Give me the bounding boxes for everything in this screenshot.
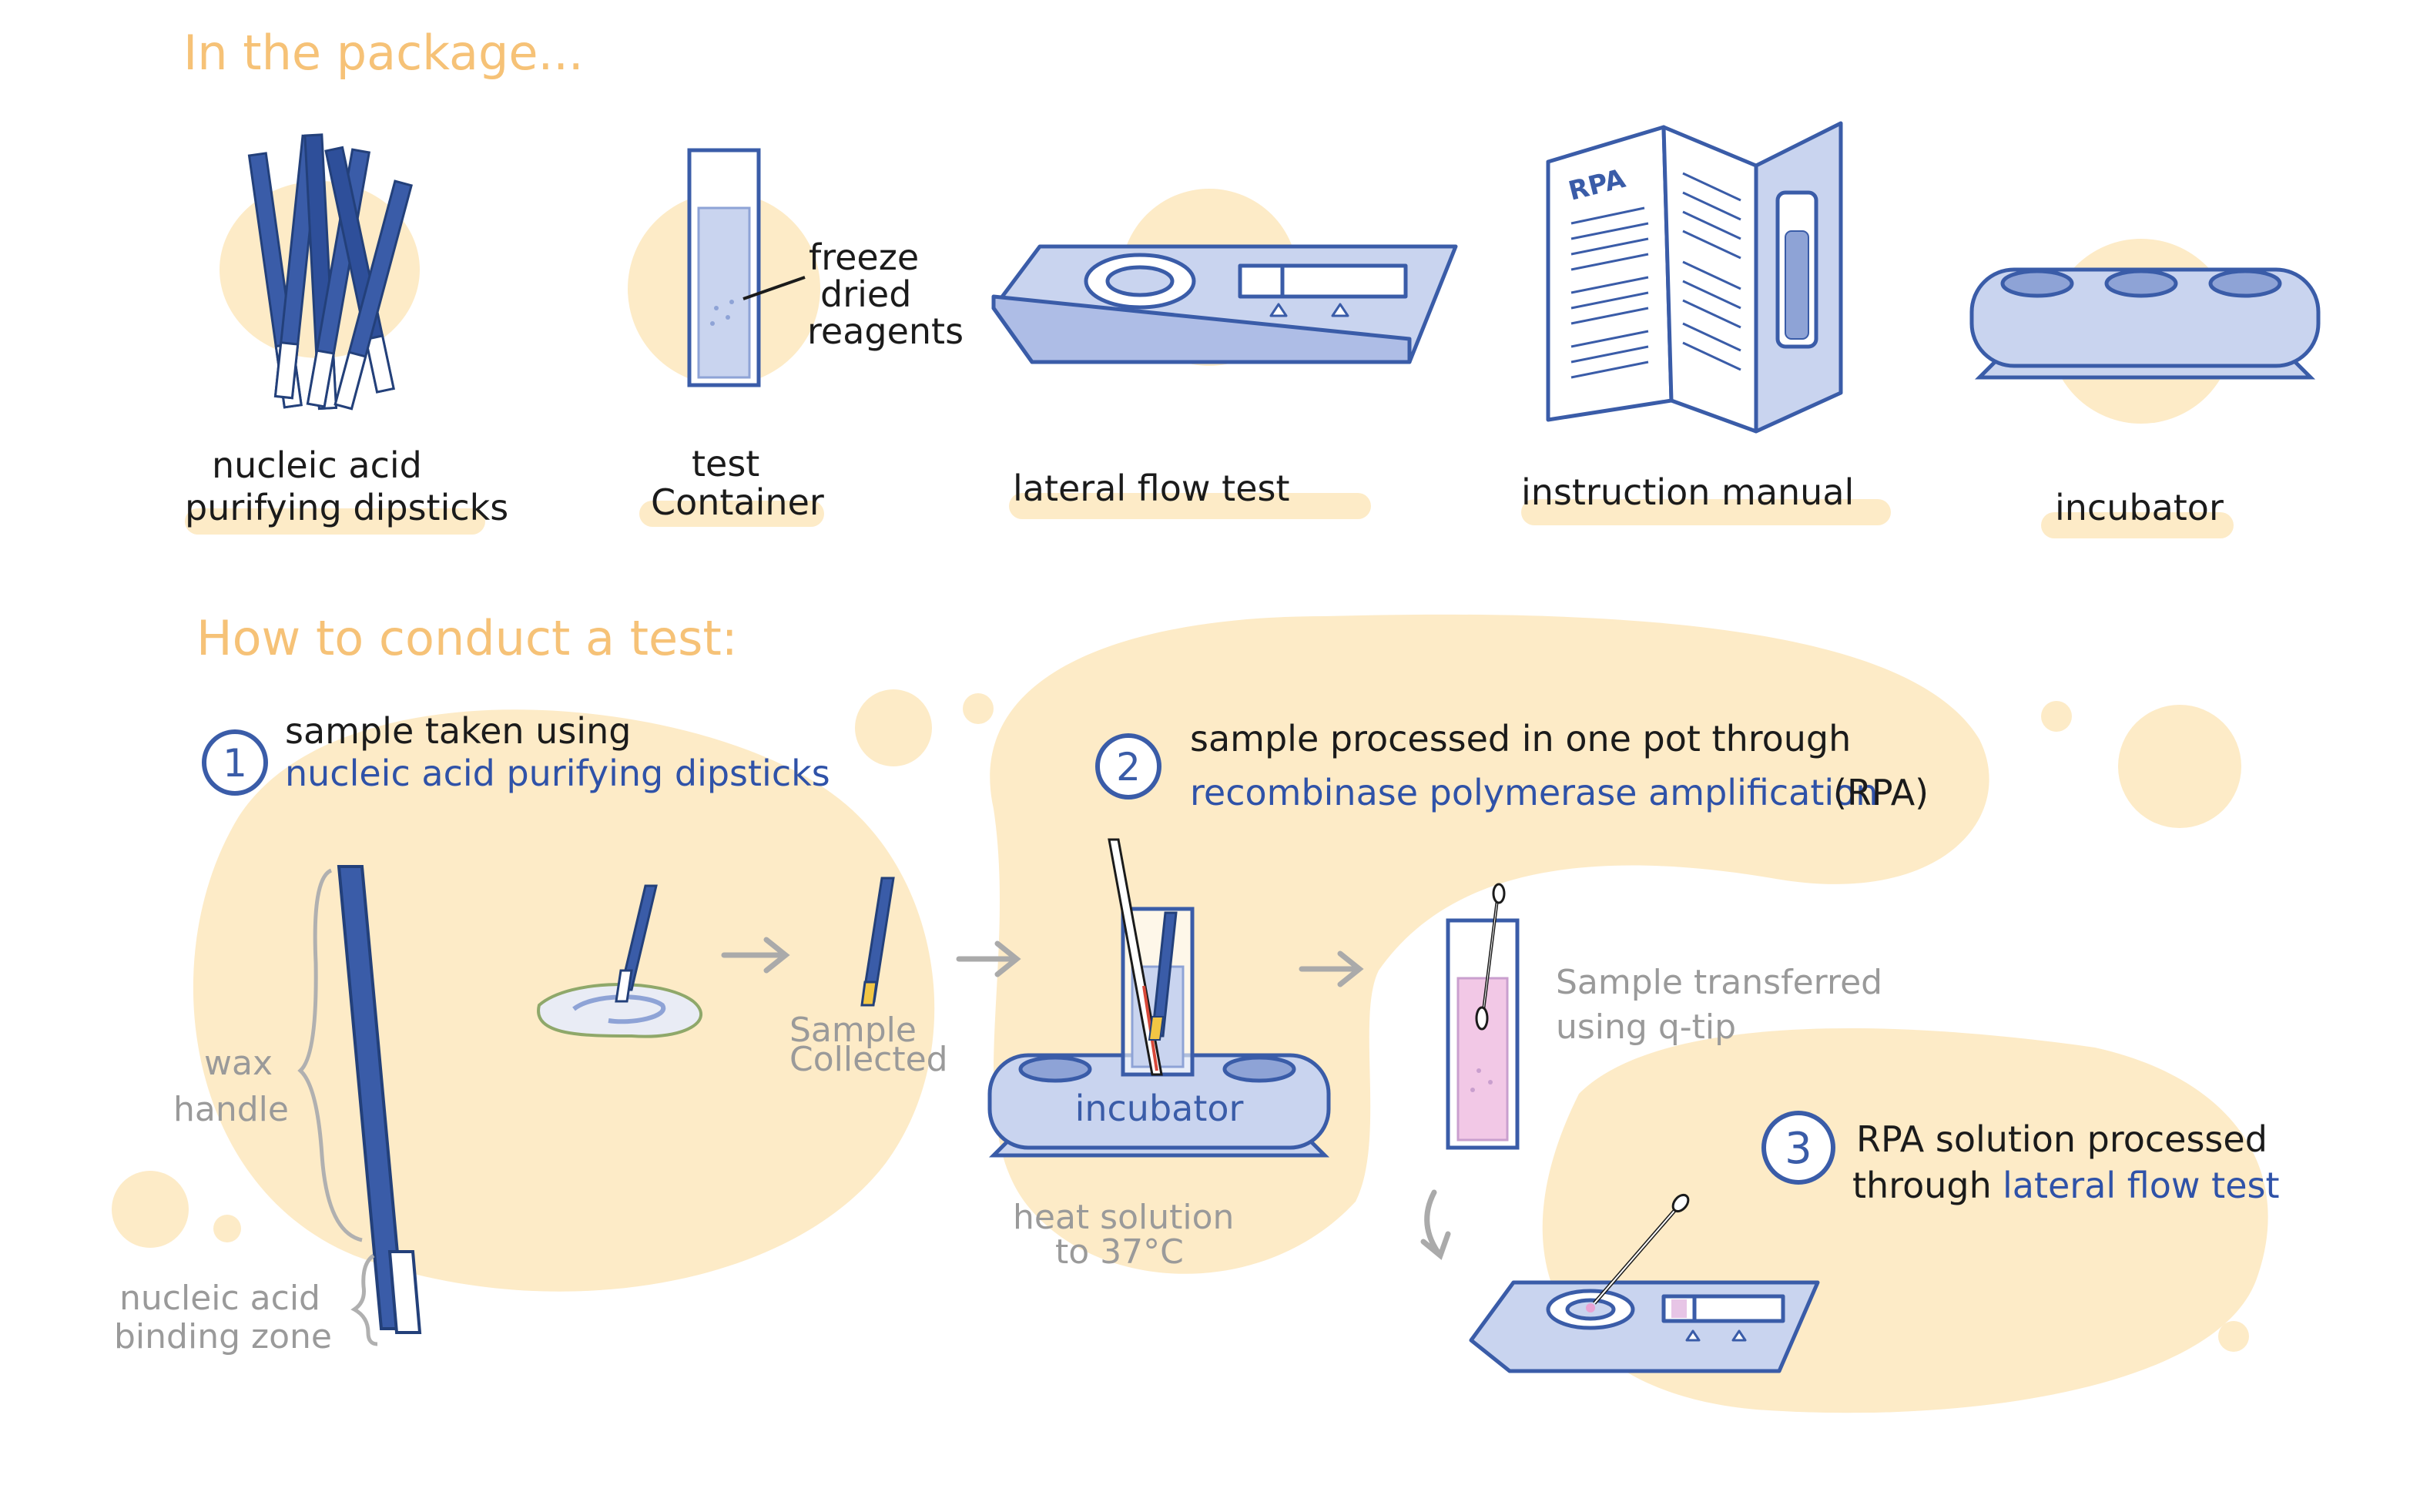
- label-freeze-3: reagents: [807, 310, 964, 352]
- step3-line2-black: through: [1852, 1165, 1992, 1206]
- step2-number-circle: [1095, 733, 1161, 800]
- step2-line2-black: (RPA): [1833, 772, 1929, 813]
- step3-number-circle: [1761, 1111, 1835, 1185]
- label-dipsticks-2: purifying dipsticks: [185, 487, 508, 528]
- arrow-2: [956, 940, 1021, 977]
- label-manual: instruction manual: [1521, 471, 1854, 513]
- step1-line2: nucleic acid purifying dipsticks: [285, 753, 830, 794]
- step3-line2-blue: lateral flow test: [2003, 1165, 2280, 1206]
- dot-2: [963, 693, 994, 724]
- label-transfer-1: Sample transferred: [1556, 963, 1882, 1002]
- label-dipsticks-1: nucleic acid: [212, 444, 422, 486]
- step3-lateral-flow: [1469, 1280, 1820, 1373]
- label-heat-1: heat solution: [1013, 1198, 1234, 1237]
- incubator-illustration: [1969, 267, 2321, 380]
- big-dipstick: [337, 865, 422, 1334]
- sample-swab: [537, 884, 703, 1038]
- step3-number: 3: [1785, 1124, 1812, 1174]
- rpa-tube: [1446, 883, 1520, 1150]
- label-collected-1: Sample: [789, 1011, 917, 1050]
- label-binding-1: nucleic acid: [119, 1279, 320, 1318]
- arrow-3: [1299, 950, 1364, 987]
- dipsticks-illustration: [247, 133, 413, 411]
- step1-header: 1 sample taken using nucleic acid purify…: [202, 710, 830, 796]
- arrow-1: [721, 937, 790, 974]
- step1-number-circle: [202, 729, 268, 796]
- label-incubator: incubator: [2055, 487, 2224, 528]
- step3-qtip: [1593, 1193, 1690, 1305]
- lateral-flow-illustration: [991, 244, 1458, 364]
- step2-line1: sample processed in one pot through: [1190, 718, 1851, 759]
- dot-3: [2118, 705, 2241, 828]
- heading-package: In the package...: [183, 25, 584, 81]
- label-freeze-2: dried: [820, 273, 911, 315]
- step1-line1: sample taken using: [285, 710, 631, 752]
- step2-header: 2 sample processed in one pot through re…: [1095, 718, 1929, 813]
- heading-conduct: How to conduct a test:: [196, 610, 738, 666]
- arrow-4: [1420, 1189, 1451, 1260]
- test-container-illustration: [687, 148, 761, 387]
- dot-6: [213, 1215, 241, 1242]
- step3-line1: RPA solution processed: [1856, 1118, 2267, 1160]
- binding-brace: [350, 1253, 378, 1346]
- manual-illustration: [1546, 121, 1843, 434]
- dot-8: [2218, 1321, 2249, 1352]
- label-binding-2: binding zone: [114, 1317, 332, 1356]
- label-lateral: lateral flow test: [1013, 468, 1290, 509]
- label-wax-2: handle: [173, 1090, 289, 1129]
- label-container-1: test: [692, 443, 759, 484]
- label-collected-2: Collected: [789, 1040, 948, 1079]
- dot-7: [1280, 1172, 1323, 1215]
- dot-5: [112, 1171, 189, 1248]
- dot-1: [855, 689, 932, 766]
- label-freeze-1: freeze: [809, 236, 919, 278]
- dot-4: [2041, 701, 2072, 732]
- label-container-2: Container: [651, 481, 824, 523]
- freeze-leader-line: [742, 276, 806, 300]
- step1-number: 1: [223, 741, 247, 786]
- wax-brace: [297, 868, 363, 1242]
- label-wax-1: wax: [204, 1044, 273, 1083]
- step2-number: 2: [1116, 745, 1141, 790]
- step3-header: 3 RPA solution processed through lateral…: [1761, 1111, 2280, 1206]
- label-transfer-2: using q-tip: [1556, 1007, 1736, 1047]
- collected-dipstick: [860, 877, 895, 1007]
- label-heat-2: to 37°C: [1055, 1232, 1184, 1272]
- step2-line2-blue: recombinase polymerase amplification: [1190, 772, 1878, 813]
- step2-tube: [1108, 838, 1195, 1077]
- label-highlights: [185, 493, 2234, 538]
- label-incubator-step2: incubator: [1075, 1088, 1244, 1129]
